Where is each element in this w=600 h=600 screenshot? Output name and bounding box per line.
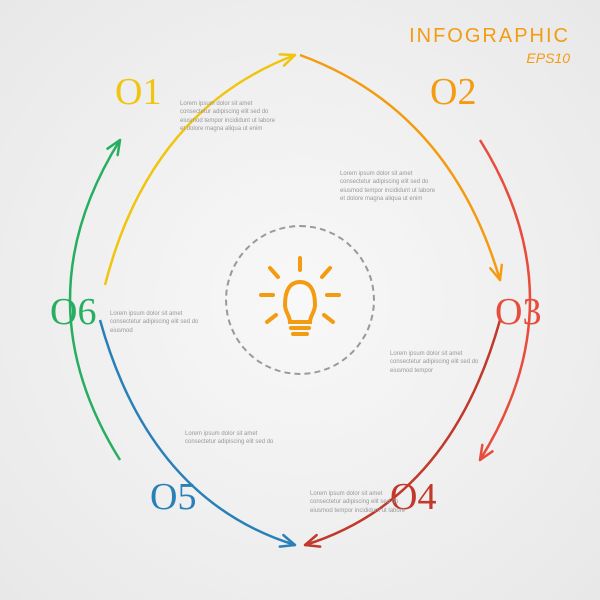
arrowhead-2 (490, 265, 502, 280)
arrowhead-3 (480, 445, 493, 460)
segment-number-1: O1 (115, 70, 161, 114)
segment-number-3: O3 (495, 290, 541, 334)
center-dashed-circle (225, 225, 375, 375)
header-subtitle: EPS10 (409, 50, 570, 66)
arrowhead-1 (280, 54, 295, 65)
segment-number-2: O2 (430, 70, 476, 114)
arrowhead-6 (107, 140, 120, 155)
header-title: INFOGRAPHIC (409, 25, 570, 48)
segment-text-4: Lorem ipsum dolor sit amet consectetur a… (310, 490, 410, 515)
lightbulb-icon (255, 250, 345, 350)
segment-text-6: Lorem ipsum dolor sit amet consectetur a… (110, 310, 210, 335)
segment-text-1: Lorem ipsum dolor sit amet consectetur a… (180, 100, 280, 134)
arrowhead-4 (305, 535, 320, 546)
segment-number-5: O5 (150, 475, 196, 519)
header: INFOGRAPHIC EPS10 (409, 25, 570, 66)
segment-number-6: O6 (50, 290, 96, 334)
segment-text-5: Lorem ipsum dolor sit amet consectetur a… (185, 430, 285, 447)
segment-text-2: Lorem ipsum dolor sit amet consectetur a… (340, 170, 440, 204)
segment-text-3: Lorem ipsum dolor sit amet consectetur a… (390, 350, 490, 375)
arrowhead-5 (280, 535, 295, 546)
